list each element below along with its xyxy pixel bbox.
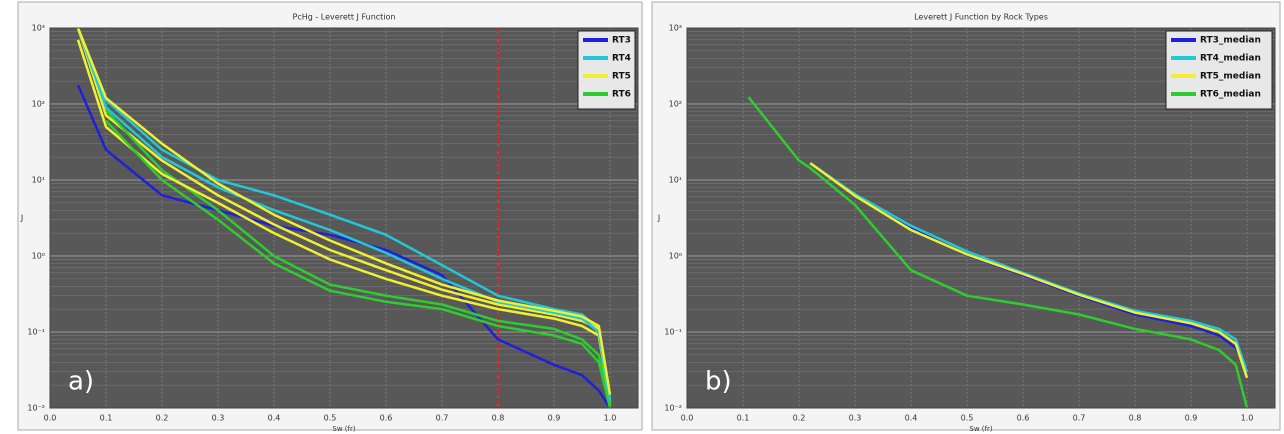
x-tick-label: 0.6 [1017, 414, 1030, 423]
data-line [105, 109, 612, 406]
y-tick-label: 10³ [669, 24, 682, 33]
y-tick-label: 10³ [32, 24, 45, 33]
data-line [76, 27, 612, 400]
x-tick-label: 0.6 [380, 414, 393, 423]
y-tick-label: 10⁻² [27, 404, 45, 413]
data-line [76, 27, 612, 395]
plot-border [686, 27, 1276, 409]
legend-label: RT3 [612, 36, 631, 46]
legend-label: RT4 [612, 54, 631, 64]
y-tick-label: 10² [32, 100, 45, 109]
panel-label: b) [705, 367, 732, 397]
legend-label: RT6 [612, 90, 631, 100]
y-tick-label: 10⁻² [664, 404, 682, 413]
data-line [809, 162, 1249, 379]
x-tick-label: 0.4 [268, 414, 281, 423]
plot-area [50, 28, 638, 408]
chart-title: Leverett J Function by Rock Types [914, 13, 1048, 22]
x-tick-label: 0.7 [1073, 414, 1086, 423]
x-tick-label: 0.0 [44, 414, 57, 423]
y-tick-label: 10⁻¹ [664, 328, 682, 337]
y-tick-label: 10² [669, 100, 682, 109]
y-tick-label: 10⁻¹ [27, 328, 45, 337]
plot-border [49, 27, 639, 409]
data-line [105, 120, 612, 409]
x-tick-label: 0.7 [436, 414, 449, 423]
x-tick-label: 0.8 [492, 414, 505, 423]
x-tick-label: 0.9 [548, 414, 561, 423]
x-tick-label: 0.3 [212, 414, 225, 423]
y-tick-label: 10⁰ [32, 252, 45, 261]
data-line [747, 96, 1249, 409]
y-tick-label: 10¹ [32, 176, 45, 185]
x-tick-label: 0.9 [1185, 414, 1198, 423]
y-tick-label: 10¹ [669, 176, 682, 185]
x-tick-label: 0.5 [324, 414, 337, 423]
y-tick-label: 10⁰ [669, 252, 682, 261]
legend-label: RT5 [612, 72, 631, 82]
legend-label: RT3_median [1200, 36, 1261, 46]
x-tick-label: 0.4 [905, 414, 918, 423]
data-line [76, 27, 612, 406]
x-axis-label: Sw (fr) [969, 425, 992, 433]
chart-title: PcHg - Leverett J Function [293, 13, 396, 22]
x-tick-label: 1.0 [604, 414, 617, 423]
x-tick-label: 0.2 [156, 414, 169, 423]
y-axis-label: J [657, 214, 660, 223]
legend-label: RT6_median [1200, 90, 1261, 100]
panel-label: a) [68, 367, 94, 397]
x-tick-label: 0.3 [849, 414, 862, 423]
data-line [76, 27, 612, 403]
x-tick-label: 0.1 [100, 414, 113, 423]
x-tick-label: 0.0 [681, 414, 694, 423]
x-tick-label: 1.0 [1241, 414, 1254, 423]
x-axis-label: Sw (fr) [332, 425, 355, 433]
legend-label: RT4_median [1200, 54, 1261, 64]
legend-label: RT5_median [1200, 72, 1261, 82]
x-tick-label: 0.8 [1129, 414, 1142, 423]
x-tick-label: 0.5 [961, 414, 974, 423]
y-axis-label: J [20, 214, 23, 223]
data-line [76, 39, 612, 403]
data-line [76, 84, 612, 409]
x-tick-label: 0.1 [737, 414, 750, 423]
x-tick-label: 0.2 [793, 414, 806, 423]
